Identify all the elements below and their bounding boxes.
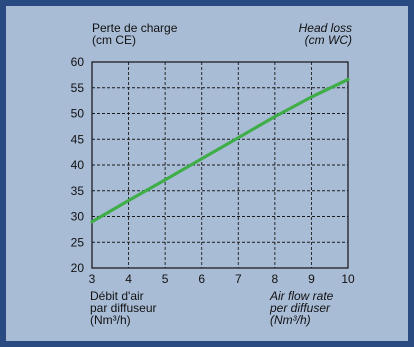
y-tick-label: 35: [71, 184, 85, 198]
y-axis-label-fr-line1: Perte de charge: [92, 21, 178, 35]
x-axis-label-fr: Débit d'air par diffuseur (Nm³/h): [90, 290, 157, 326]
x-tick-label: 7: [235, 272, 242, 286]
x-tick-label: 3: [89, 272, 96, 286]
y-axis-label-fr: Perte de charge (cm CE): [92, 22, 177, 46]
x-tick-label: 9: [308, 272, 315, 286]
series-line: [90, 77, 350, 224]
grid: [92, 62, 348, 268]
y-tick-label: 60: [71, 55, 85, 69]
x-axis-label-fr-line3: (Nm³/h): [90, 313, 131, 327]
y-axis-label-fr-line2: (cm CE): [92, 33, 136, 47]
x-axis-label-fr-line1: Débit d'air: [90, 289, 144, 303]
x-tick-label: 8: [272, 272, 279, 286]
y-axis-label-en-line2: (cm WC): [304, 33, 352, 47]
y-tick-label: 45: [71, 132, 85, 146]
x-tick-label: 10: [341, 272, 355, 286]
y-tick-label: 30: [71, 210, 85, 224]
y-tick-label: 50: [71, 107, 85, 121]
y-tick-label: 40: [71, 158, 85, 172]
x-tick-label: 6: [198, 272, 205, 286]
x-axis-label-en: Air flow rate per diffuser (Nm³/h): [270, 290, 333, 326]
x-tick-label: 4: [125, 272, 132, 286]
x-axis-label-en-line1: Air flow rate: [270, 289, 334, 303]
y-axis-label-en-line1: Head loss: [298, 21, 352, 35]
y-tick-label: 20: [71, 261, 85, 275]
y-axis-label-en: Head loss (cm WC): [262, 22, 352, 46]
x-axis-label-en-line3: (Nm³/h): [270, 313, 311, 327]
x-axis-label-en-line2: per diffuser: [270, 301, 331, 315]
series-layer: [90, 77, 350, 224]
x-tick-label: 5: [162, 272, 169, 286]
y-tick-label: 55: [71, 81, 85, 95]
y-tick-label: 25: [71, 235, 85, 249]
x-axis-label-fr-line2: par diffuseur: [90, 301, 157, 315]
